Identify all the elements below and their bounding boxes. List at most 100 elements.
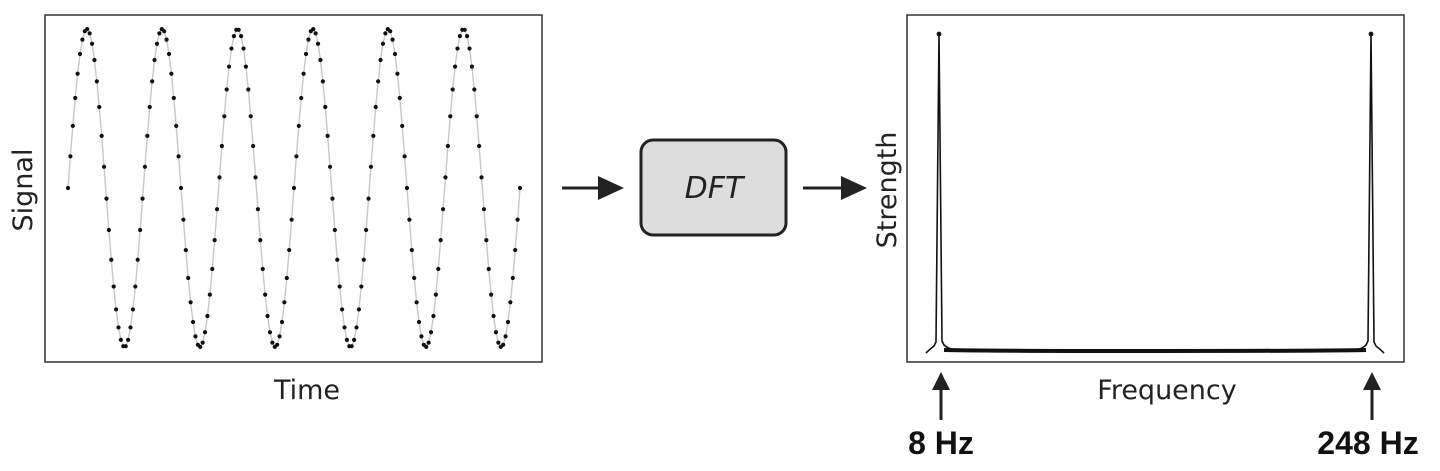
signal-sample-point (474, 114, 479, 119)
signal-sample-point (318, 57, 323, 63)
signal-sample-point (279, 319, 285, 325)
signal-sample-point (236, 27, 241, 32)
signal-sample-point (469, 64, 475, 69)
signal-sample-point (400, 123, 405, 129)
signal-sample-point (510, 275, 515, 281)
signal-sample-point (330, 196, 335, 201)
signal-sample-point (205, 313, 210, 319)
peak-label-8hz: 8 Hz (908, 425, 974, 461)
signal-sample-point (335, 257, 340, 262)
signal-sample-point (397, 95, 402, 101)
signal-sample-point (99, 133, 104, 138)
signal-sample-point (284, 275, 289, 281)
signal-sample-point (404, 185, 410, 191)
signal-sample-point (176, 154, 181, 159)
signal-sample-point (255, 207, 261, 212)
signal-sample-point (491, 313, 496, 319)
signal-sample-point (465, 34, 470, 39)
signal-sample-point (251, 143, 256, 149)
signal-sample-point (479, 175, 484, 180)
signal-sample-point (291, 185, 297, 191)
signal-sample-point (320, 79, 325, 84)
signal-sample-point (87, 31, 92, 36)
signal-sample-point (147, 104, 152, 110)
signal-sample-point (513, 247, 518, 253)
signal-sample-point (484, 238, 489, 243)
signal-sample-point (174, 123, 179, 129)
signal-sample-point (116, 325, 121, 330)
signal-sample-point (181, 217, 186, 222)
signal-sample-point (258, 238, 263, 243)
signal-sample-point (493, 330, 499, 335)
signal-sample-point (217, 175, 222, 180)
signal-sample-point (92, 57, 97, 63)
signal-sample-point (477, 143, 482, 149)
signal-sample-point (157, 31, 162, 36)
signal-sample-point (349, 344, 354, 349)
signal-sample-point (448, 114, 453, 119)
signal-sample-point (416, 319, 422, 325)
signal-sample-point (130, 307, 136, 312)
signal-sample-point (73, 95, 78, 101)
signal-sample-point (508, 300, 513, 305)
signal-sample-point (253, 175, 258, 180)
signal-sample-point (277, 334, 282, 339)
peak-marker-8hz (936, 31, 942, 37)
signal-sample-point (325, 133, 330, 138)
signal-sample-point (445, 143, 450, 149)
signal-sample-point (193, 334, 198, 339)
signal-sample-point (376, 79, 381, 84)
signal-sample-point (138, 227, 143, 233)
signal-sample-point (267, 330, 273, 335)
signal-sample-point (70, 123, 75, 129)
signal-sample-point (97, 104, 102, 110)
signal-sample-point (472, 87, 477, 92)
signal-sample-point (373, 104, 378, 110)
peak-arrow-8hz-head (932, 372, 950, 390)
signal-sample-point (383, 31, 388, 36)
signal-sample-point (428, 330, 434, 335)
signal-sample-point (239, 34, 244, 39)
signal-sample-point (323, 104, 328, 110)
signal-sample-point (214, 207, 220, 212)
signal-sample-point (327, 164, 333, 169)
signal-sample-point (246, 87, 251, 92)
signal-sample-point (282, 300, 287, 305)
signal-sample-point (390, 37, 395, 42)
signal-sample-point (438, 238, 443, 243)
signal-sample-point (212, 238, 217, 243)
signal-sample-point (164, 37, 169, 42)
signal-sample-point (263, 292, 268, 297)
signal-sample-point (392, 51, 398, 57)
signal-sample-point (296, 123, 301, 129)
signal-sample-point (210, 266, 215, 272)
signal-sample-point (364, 227, 369, 233)
signal-sample-point (65, 185, 71, 191)
signal-sample-point (128, 325, 133, 330)
signal-sample-point (89, 41, 95, 46)
arrow-from-dft (803, 176, 867, 200)
signal-sample-point (496, 340, 501, 345)
signal-sample-point (224, 87, 229, 92)
signal-sample-point (145, 133, 150, 138)
signal-sample-point (200, 340, 205, 345)
signal-sample-point (301, 71, 306, 76)
signal-sample-point (265, 313, 270, 319)
signal-sample-point (188, 300, 193, 305)
signal-sample-point (133, 284, 138, 289)
signal-sample-point (366, 196, 371, 201)
signal-sample-point (489, 292, 494, 297)
signal-sample-point (299, 95, 304, 101)
signal-sample-point (342, 325, 347, 330)
signal-sample-point (169, 71, 174, 76)
signal-sample-point (339, 307, 345, 312)
signal-sample-point (380, 41, 386, 46)
signal-sample-point (113, 307, 119, 312)
signal-sample-point (80, 37, 85, 42)
signal-sample-point (462, 27, 467, 32)
signal-sample-point (436, 266, 441, 272)
signal-sample-point (455, 46, 460, 51)
signal-sample-point (311, 26, 316, 32)
signal-sample-point (443, 175, 448, 180)
